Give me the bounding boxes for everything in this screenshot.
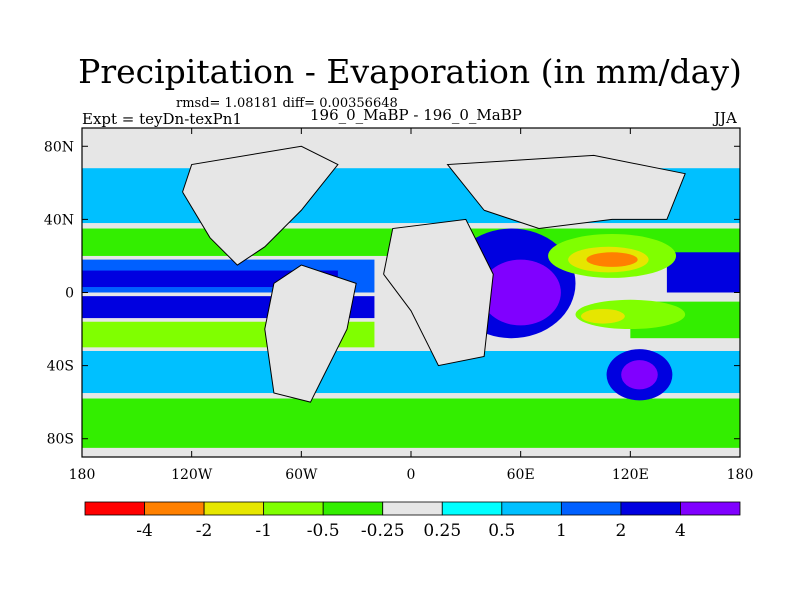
experiment-label: Expt = teyDn-texPn1 xyxy=(82,110,242,128)
field-southern-dry-core xyxy=(580,308,625,324)
colorbar-swatch xyxy=(560,501,622,516)
colorbar-label: 1 xyxy=(556,521,567,541)
colorbar-label: -2 xyxy=(196,521,213,541)
field-southern-wet-core xyxy=(621,360,658,390)
colorbar-swatch xyxy=(203,501,265,516)
colorbar-label: -1 xyxy=(255,521,272,541)
y-tick-label: 40S xyxy=(47,359,74,375)
field-east-wet-band xyxy=(666,252,740,293)
colorbar-swatch xyxy=(144,501,205,516)
coastline-north-west xyxy=(182,145,339,266)
field-continent-north-west xyxy=(182,146,338,266)
x-tick-label: 120E xyxy=(612,467,649,483)
colorbar-swatch xyxy=(382,501,443,516)
stats-line: rmsd= 1.08181 diff= 0.00356648 xyxy=(176,96,398,111)
field-continent-south-west xyxy=(264,265,357,403)
field-continent-north-east xyxy=(447,155,686,229)
colorbar-swatch xyxy=(84,501,145,516)
field-ocean-wet-core xyxy=(480,259,561,326)
coastline-central xyxy=(383,218,494,367)
colorbar-swatch xyxy=(501,501,562,516)
colorbar-swatch xyxy=(680,501,741,516)
colorbar-label: 0.25 xyxy=(423,521,461,541)
x-tick-label: 180 xyxy=(727,467,754,483)
colorbar-label: 2 xyxy=(615,521,626,541)
coastline-north-east xyxy=(446,154,686,230)
y-tick-label: 80S xyxy=(47,432,74,448)
field-subtropical-dry-max xyxy=(586,252,638,267)
field-south-high-lat xyxy=(82,398,740,448)
field-continent-central xyxy=(383,219,494,366)
x-tick-label: 60W xyxy=(285,467,318,483)
y-tick-label: 40N xyxy=(44,212,74,228)
plot-title: Precipitation - Evaporation (in mm/day) xyxy=(78,52,742,91)
colorbar-swatch xyxy=(620,501,681,516)
colorbar-label: -0.25 xyxy=(361,521,405,541)
x-tick-label: 60E xyxy=(507,467,535,483)
colorbar-label: 4 xyxy=(675,521,686,541)
colorbar-label: -4 xyxy=(136,521,153,541)
x-tick-label: 120W xyxy=(171,467,213,483)
colorbar-swatch xyxy=(263,501,324,516)
case-label: 196_0_MaBP - 196_0_MaBP xyxy=(310,106,522,124)
coastline-south-west xyxy=(264,264,357,403)
colorbar-label: -0.5 xyxy=(307,521,340,541)
x-tick-label: 180 xyxy=(69,467,96,483)
colorbar-label: 0.5 xyxy=(488,521,515,541)
colorbar-swatch xyxy=(441,501,503,516)
x-tick-label: 0 xyxy=(407,467,416,483)
colorbar-swatch xyxy=(322,501,384,516)
y-tick-label: 0 xyxy=(65,286,74,302)
y-tick-label: 80N xyxy=(44,139,74,155)
field-polar-cap xyxy=(136,131,686,147)
season-label: JJA xyxy=(714,109,737,127)
